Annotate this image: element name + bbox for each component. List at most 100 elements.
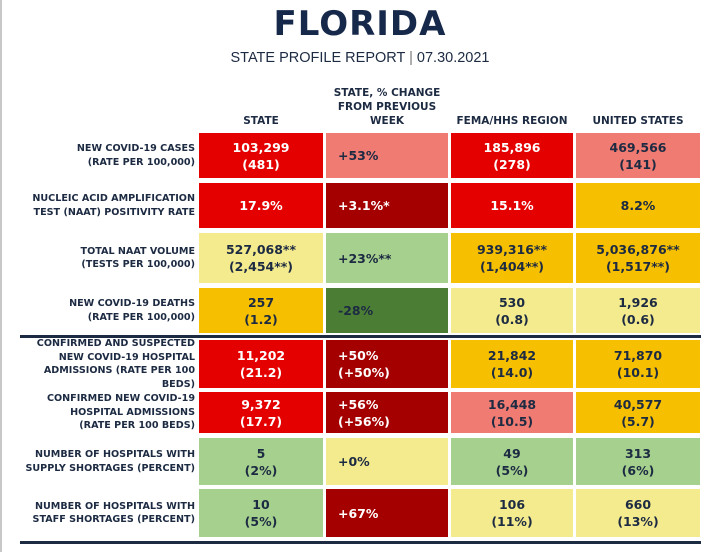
row-label: TOTAL NAAT VOLUME (TESTS PER 100,000) [20, 233, 195, 283]
row-label: NEW COVID-19 DEATHS (RATE PER 100,000) [20, 288, 195, 333]
cell-change: +0% [326, 438, 448, 485]
cell-region: 15.1% [451, 183, 573, 228]
column-header-us: UNITED STATES [576, 114, 700, 128]
cell-change: +67% [326, 489, 448, 537]
cell-value: 313 [624, 445, 652, 461]
cell-rate: (6%) [621, 462, 655, 478]
subtitle-separator: | [409, 50, 413, 66]
cell-state: 527,068** (2,454**) [199, 233, 323, 283]
cell-rate: (141) [619, 156, 657, 172]
cell-rate: (17.7) [239, 413, 283, 429]
cell-value: 527,068** [225, 242, 296, 257]
cell-value: 257 [247, 294, 275, 310]
row-label-line: (RATE PER 100,000) [87, 311, 195, 323]
cell-value: 9,372 [241, 396, 281, 412]
cell-value: 15.1% [490, 198, 534, 213]
row-label: NUCLEIC ACID AMPLIFICATION TEST (NAAT) PO… [20, 183, 195, 228]
cell-value: 10 [252, 497, 270, 512]
cell-region: 49 (5%) [451, 438, 573, 485]
row-label-text: CONFIRMED NEW COVID-19 HOSPITAL ADMISSION… [47, 392, 195, 433]
report-name: STATE PROFILE REPORT [230, 50, 406, 66]
page-title: FLORIDA [273, 4, 447, 44]
cell-rate: (2,454**) [228, 259, 294, 274]
cell-us: 313 (6%) [576, 438, 700, 485]
cell-value: 106 [498, 497, 526, 512]
cell-value: +67% [338, 505, 379, 521]
section-divider [20, 335, 701, 338]
cell-state: 10 (5%) [199, 489, 323, 537]
cell-region: 16,448 (10.5) [451, 392, 573, 433]
cell-value: 1,926 [618, 294, 658, 310]
cell-state: 17.9% [199, 183, 323, 228]
row-label-line: (RATE PER 100,000) [87, 156, 195, 168]
cell-rate: (5%) [244, 514, 278, 529]
cell-us: 40,577 (5.7) [576, 392, 700, 433]
cell-state: 9,372 (17.7) [199, 392, 323, 433]
cell-us: 660 (13%) [576, 489, 700, 537]
row-label-line: TEST (NAAT) POSITIVITY RATE [33, 206, 195, 218]
cell-value: 939,316** [476, 242, 547, 257]
cell-change: +56% (+56%) [326, 392, 448, 433]
row-label-line: (TESTS PER 100,000) [81, 259, 195, 270]
column-header-line: STATE [243, 115, 279, 127]
table-bottom-rule [20, 541, 701, 544]
row-label-line: NUMBER OF HOSPITALS WITH [34, 449, 195, 460]
cell-rate: (2%) [244, 462, 278, 478]
cell-value: +56% [338, 396, 379, 412]
cell-change: +50% (+50%) [326, 340, 448, 388]
row-label-line: NUMBER OF HOSPITALS WITH [34, 500, 195, 512]
cell-rate: (10.5) [490, 413, 534, 429]
cell-us: 469,566 (141) [576, 133, 700, 178]
cell-rate: (10.1) [616, 365, 660, 380]
row-label-text: TOTAL NAAT VOLUME (TESTS PER 100,000) [81, 245, 195, 272]
report-date: 07.30.2021 [416, 50, 490, 66]
cell-value: -28% [338, 303, 374, 318]
cell-value: +0% [338, 454, 370, 469]
cell-value: 103,299 [232, 139, 290, 155]
row-label-line: NEW COVID-19 HOSPITAL [58, 351, 195, 363]
column-header-line: FROM PREVIOUS [337, 101, 437, 113]
column-header-line: UNITED STATES [592, 115, 684, 127]
cell-change: +23%** [326, 233, 448, 283]
cell-value: 16,448 [487, 396, 537, 412]
cell-rate: (11%) [491, 514, 533, 529]
cell-rate: (5%) [495, 462, 529, 478]
cell-value: +23%** [338, 250, 392, 266]
cell-rate: (14.0) [490, 365, 534, 380]
row-label-line: SUPPLY SHORTAGES (PERCENT) [25, 462, 195, 474]
row-label: NUMBER OF HOSPITALS WITH SUPPLY SHORTAGES… [20, 438, 195, 485]
cell-state: 103,299 (481) [199, 133, 323, 178]
report-subtitle: STATE PROFILE REPORT | 07.30.2021 [0, 49, 720, 67]
cell-us: 8.2% [576, 183, 700, 228]
cell-rate: (1,404**) [479, 259, 545, 274]
column-header-change: STATE, % CHANGE FROM PREVIOUS WEEK [326, 86, 448, 128]
row-label-line: TOTAL NAAT VOLUME [80, 245, 195, 257]
row-label-line: ADMISSIONS (RATE PER 100 BEDS) [43, 365, 195, 390]
column-header-state: STATE [199, 114, 323, 128]
row-label-line: STAFF SHORTAGES (PERCENT) [32, 514, 195, 525]
row-label-text: NUMBER OF HOSPITALS WITH STAFF SHORTAGES … [33, 500, 195, 527]
cell-value: 660 [624, 497, 652, 512]
row-label: CONFIRMED NEW COVID-19 HOSPITAL ADMISSION… [20, 392, 195, 433]
row-label-text: NUCLEIC ACID AMPLIFICATION TEST (NAAT) PO… [32, 192, 195, 219]
cell-value: 8.2% [620, 198, 656, 213]
page-edge [0, 0, 2, 552]
cell-us: 1,926 (0.6) [576, 288, 700, 333]
cell-rate: (+56%) [338, 413, 390, 429]
cell-value: 185,896 [483, 139, 541, 155]
cell-state: 11,202 (21.2) [199, 340, 323, 388]
row-label: NUMBER OF HOSPITALS WITH STAFF SHORTAGES … [20, 489, 195, 537]
cell-region: 21,842 (14.0) [451, 340, 573, 388]
row-label-line: CONFIRMED NEW COVID-19 [46, 393, 195, 405]
cell-region: 939,316** (1,404**) [451, 233, 573, 283]
cell-value: 5 [256, 445, 266, 461]
row-label-text: CONFIRMED AND SUSPECTED NEW COVID-19 HOSP… [20, 337, 195, 391]
cell-region: 530 (0.8) [451, 288, 573, 333]
cell-rate: (1.2) [244, 311, 278, 327]
cell-value: +53% [338, 148, 379, 163]
row-label: NEW COVID-19 CASES (RATE PER 100,000) [20, 133, 195, 178]
cell-rate: (481) [242, 156, 280, 172]
cell-rate: (1,517**) [605, 259, 671, 274]
cell-change: +3.1%* [326, 183, 448, 228]
row-label-line: NEW COVID-19 DEATHS [69, 298, 195, 309]
